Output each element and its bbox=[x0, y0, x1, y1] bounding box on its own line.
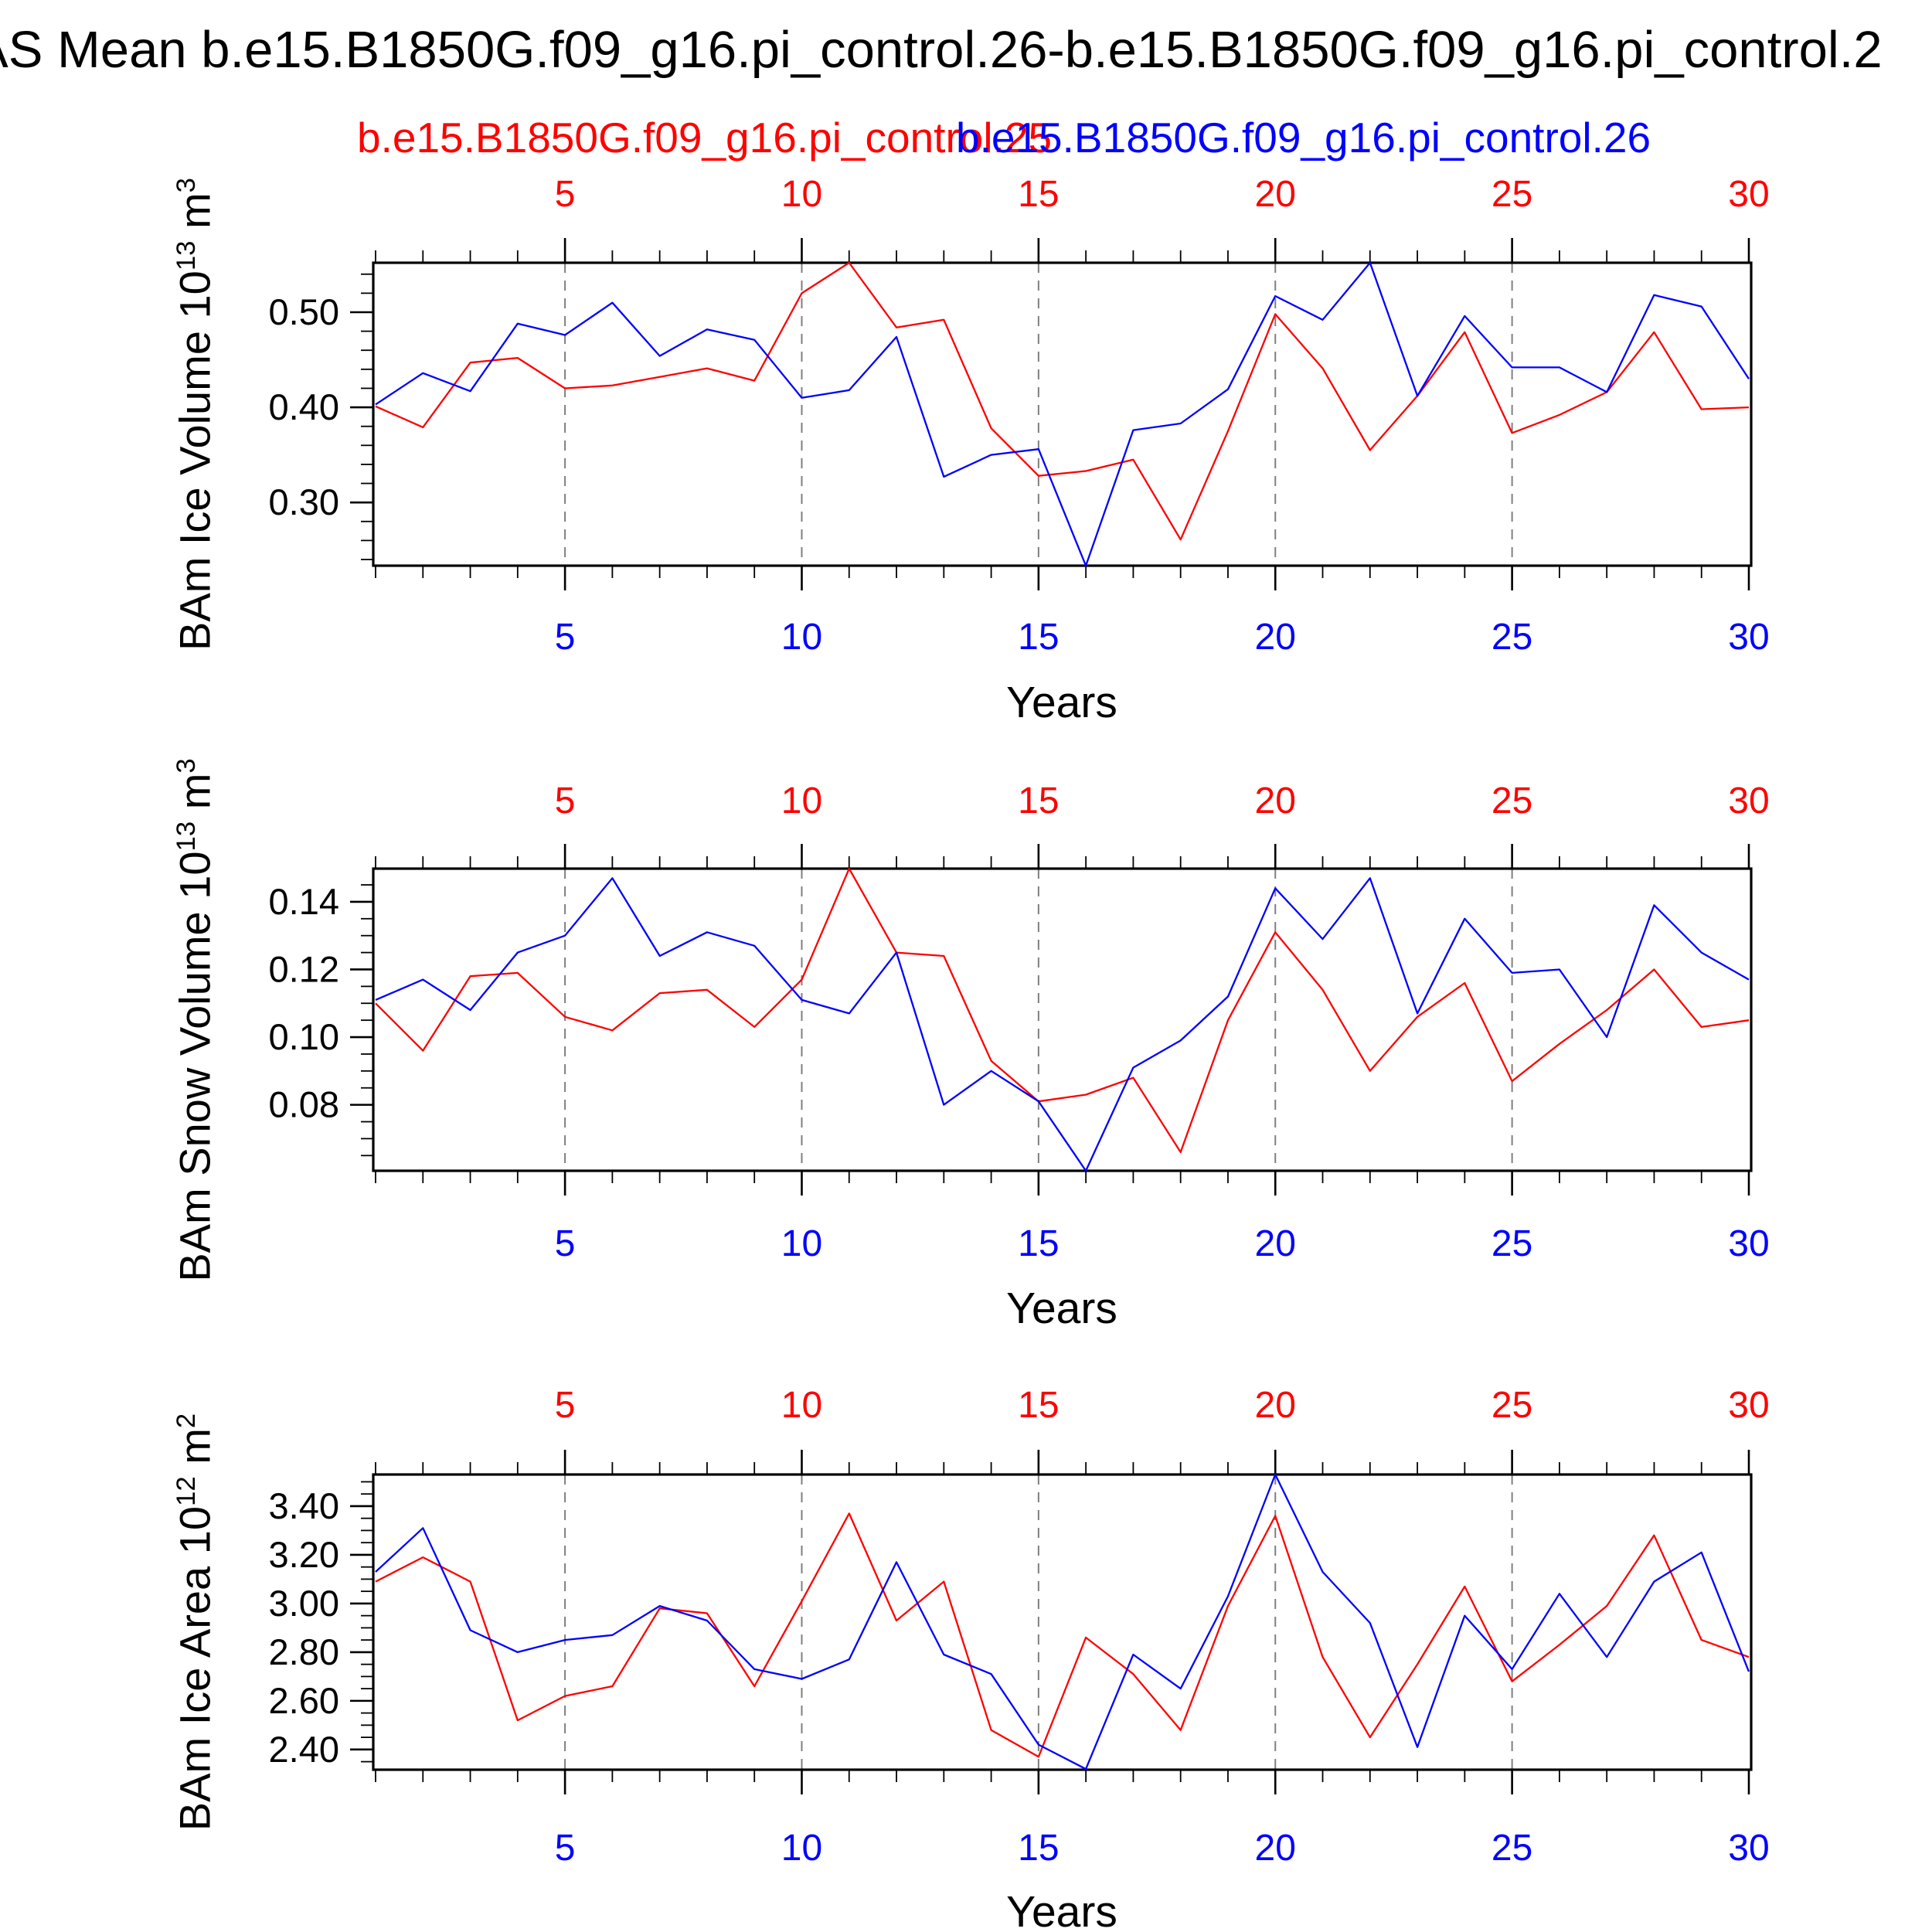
x-tick-label-top-red: 5 bbox=[555, 1385, 576, 1426]
x-tick-label-bottom-blue: 10 bbox=[781, 1223, 822, 1264]
plot-frame bbox=[372, 1473, 1753, 1771]
x-tick-label-top-red: 20 bbox=[1255, 781, 1296, 821]
x-tick-label-bottom-blue: 5 bbox=[555, 1223, 576, 1264]
plot-frame bbox=[372, 867, 1753, 1172]
plot-frame bbox=[372, 261, 1753, 567]
x-tick-label-bottom-blue: 30 bbox=[1728, 1828, 1769, 1869]
series-line-red bbox=[375, 867, 1750, 1154]
series-line-blue bbox=[375, 261, 1750, 567]
y-tick-label: 2.60 bbox=[269, 1680, 339, 1721]
x-axis-title-panel3: Years bbox=[1006, 1887, 1117, 1932]
x-tick-label-top-red: 15 bbox=[1018, 1385, 1059, 1426]
x-tick-label-bottom-blue: 15 bbox=[1018, 1828, 1059, 1869]
x-tick-label-top-red: 25 bbox=[1492, 781, 1532, 821]
x-tick-label-bottom-blue: 15 bbox=[1018, 1223, 1059, 1264]
x-axis-title-panel2: Years bbox=[1006, 1284, 1117, 1333]
y-axis-title-unit: m bbox=[170, 192, 219, 241]
y-tick-label: 0.50 bbox=[269, 291, 339, 332]
y-tick-label: 2.40 bbox=[269, 1729, 339, 1770]
x-tick-label-top-red: 10 bbox=[781, 1385, 822, 1426]
y-axis-title-text: BAm Ice Area 10 bbox=[170, 1505, 219, 1832]
x-tick-label-top-red: 30 bbox=[1728, 174, 1769, 215]
y-axis-title-unit: m bbox=[170, 773, 219, 821]
x-tick-label-bottom-blue: 20 bbox=[1255, 617, 1296, 658]
y-tick-label: 0.12 bbox=[269, 948, 339, 989]
series-line-blue bbox=[375, 1473, 1750, 1770]
y-tick-label: 0.08 bbox=[269, 1084, 339, 1125]
legend-label-run26: b.e15.B1850G.f09_g16.pi_control.26 bbox=[956, 114, 1651, 162]
x-tick-label-bottom-blue: 30 bbox=[1728, 617, 1769, 658]
y-axis-title-ice-area: BAm Ice Area 1012 m2 bbox=[170, 1413, 220, 1831]
x-tick-label-top-red: 25 bbox=[1492, 1385, 1532, 1426]
x-tick-label-bottom-blue: 15 bbox=[1018, 617, 1059, 658]
series-line-red bbox=[375, 1512, 1750, 1758]
y-axis-title-unit-exponent: 2 bbox=[171, 1413, 201, 1429]
x-tick-label-bottom-blue: 5 bbox=[555, 1828, 576, 1869]
x-tick-label-bottom-blue: 10 bbox=[781, 617, 822, 658]
x-axis-title-panel1: Years bbox=[1006, 678, 1117, 727]
x-tick-label-bottom-blue: 30 bbox=[1728, 1223, 1769, 1264]
x-tick-label-bottom-blue: 25 bbox=[1492, 1828, 1532, 1869]
y-axis-title-text: BAm Snow Volume 10 bbox=[170, 851, 219, 1282]
x-tick-label-top-red: 20 bbox=[1255, 1385, 1296, 1426]
x-tick-label-bottom-blue: 25 bbox=[1492, 617, 1532, 658]
x-tick-label-bottom-blue: 25 bbox=[1492, 1223, 1532, 1264]
y-axis-title-exponent: 13 bbox=[171, 240, 201, 271]
y-axis-title-unit-exponent: 3 bbox=[171, 178, 201, 193]
y-tick-label: 3.00 bbox=[269, 1583, 339, 1624]
x-tick-label-top-red: 30 bbox=[1728, 1385, 1769, 1426]
x-tick-label-top-red: 5 bbox=[555, 781, 576, 821]
x-tick-label-top-red: 20 bbox=[1255, 174, 1296, 215]
x-tick-label-top-red: 30 bbox=[1728, 781, 1769, 821]
y-tick-label: 3.40 bbox=[269, 1485, 339, 1526]
y-axis-title-snow-volume: BAm Snow Volume 1013 m3 bbox=[170, 758, 220, 1281]
y-tick-label: 2.80 bbox=[269, 1631, 339, 1672]
y-tick-label: 3.20 bbox=[269, 1534, 339, 1575]
y-axis-title-exponent: 13 bbox=[171, 821, 201, 852]
series-line-blue bbox=[375, 877, 1750, 1172]
y-tick-label: 0.14 bbox=[269, 881, 339, 922]
x-tick-label-top-red: 15 bbox=[1018, 781, 1059, 821]
x-tick-label-bottom-blue: 20 bbox=[1255, 1828, 1296, 1869]
figure-title: AS Mean b.e15.B1850G.f09_g16.pi_control.… bbox=[0, 21, 1883, 79]
x-tick-label-top-red: 15 bbox=[1018, 174, 1059, 215]
y-axis-title-text: BAm Ice Volume 10 bbox=[170, 270, 219, 651]
x-tick-label-top-red: 25 bbox=[1492, 174, 1532, 215]
x-tick-label-top-red: 5 bbox=[555, 174, 576, 215]
y-tick-label: 0.10 bbox=[269, 1016, 339, 1057]
y-tick-label: 0.40 bbox=[269, 386, 339, 427]
x-tick-label-top-red: 10 bbox=[781, 174, 822, 215]
series-line-red bbox=[375, 261, 1750, 541]
y-axis-title-exponent: 12 bbox=[171, 1476, 201, 1506]
x-tick-label-top-red: 10 bbox=[781, 781, 822, 821]
y-axis-title-unit-exponent: 3 bbox=[171, 758, 201, 774]
x-tick-label-bottom-blue: 20 bbox=[1255, 1223, 1296, 1264]
y-axis-title-unit: m bbox=[170, 1428, 219, 1477]
legend-label-run25: b.e15.B1850G.f09_g16.pi_control.25 bbox=[357, 114, 1053, 162]
x-tick-label-bottom-blue: 5 bbox=[555, 617, 576, 658]
y-tick-label: 0.30 bbox=[269, 481, 339, 522]
y-axis-title-ice-volume: BAm Ice Volume 1013 m3 bbox=[170, 178, 220, 651]
x-tick-label-bottom-blue: 10 bbox=[781, 1828, 822, 1869]
